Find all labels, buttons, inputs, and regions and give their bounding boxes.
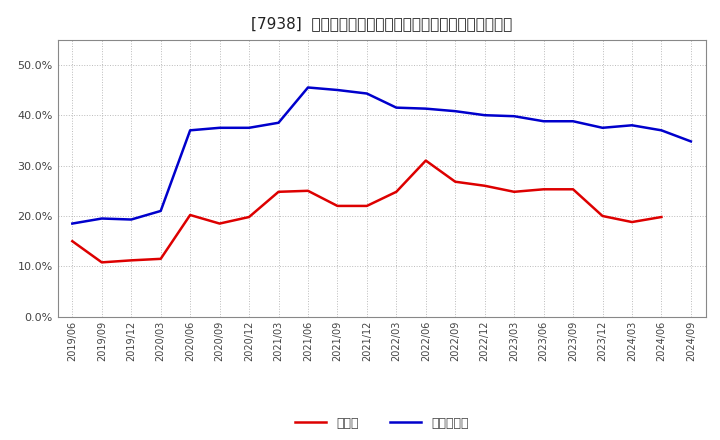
現須金 [510, 189, 518, 194]
有利子負債 [68, 221, 76, 226]
現須金 [245, 214, 253, 220]
有利子負債 [363, 91, 372, 96]
有利子負債 [245, 125, 253, 130]
有利子負債 [657, 128, 666, 133]
有利子負債 [304, 85, 312, 90]
有利子負債 [97, 216, 106, 221]
有利子負債 [215, 125, 224, 130]
現須金 [539, 187, 548, 192]
現須金 [421, 158, 430, 163]
有利子負債 [628, 123, 636, 128]
有利子負債 [127, 217, 135, 222]
現須金 [451, 179, 459, 184]
現須金 [274, 189, 283, 194]
Line: 現須金: 現須金 [72, 161, 662, 262]
現須金 [186, 213, 194, 218]
現須金 [97, 260, 106, 265]
現須金 [480, 183, 489, 188]
有利子負債 [186, 128, 194, 133]
現須金 [392, 189, 400, 194]
有利子負債 [687, 139, 696, 144]
現須金 [333, 203, 342, 209]
有利子負債 [156, 208, 165, 213]
現須金 [657, 214, 666, 220]
有利子負債 [480, 113, 489, 118]
有利子負債 [569, 119, 577, 124]
現須金 [215, 221, 224, 226]
有利子負債 [333, 88, 342, 93]
現須金 [598, 213, 607, 219]
有利子負債 [392, 105, 400, 110]
現須金 [68, 238, 76, 244]
現須金 [363, 203, 372, 209]
現須金 [127, 258, 135, 263]
現須金 [569, 187, 577, 192]
現須金 [628, 220, 636, 225]
有利子負債 [539, 119, 548, 124]
Legend: 現須金, 有利子負債: 現須金, 有利子負債 [289, 412, 474, 435]
現須金 [304, 188, 312, 194]
有利子負債 [274, 120, 283, 125]
有利子負債 [421, 106, 430, 111]
有利子負債 [510, 114, 518, 119]
Title: [7938]  現須金、有利子負債の総資産に対する比率の推移: [7938] 現須金、有利子負債の総資産に対する比率の推移 [251, 16, 512, 32]
Line: 有利子負債: 有利子負債 [72, 88, 691, 224]
現須金 [156, 256, 165, 261]
有利子負債 [451, 109, 459, 114]
有利子負債 [598, 125, 607, 130]
